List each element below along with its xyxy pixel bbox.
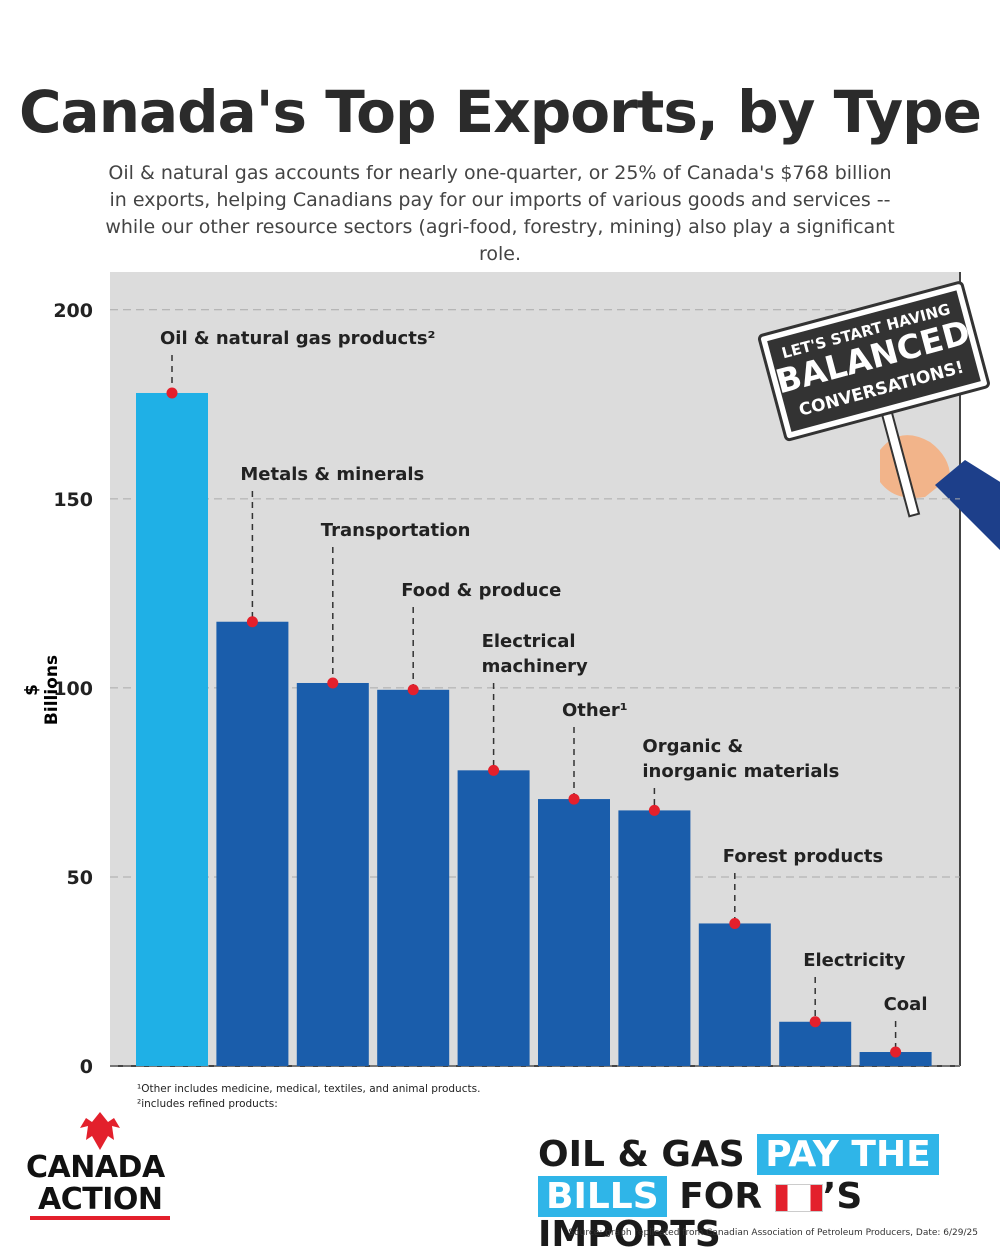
marker [327,677,339,689]
maple-leaf [80,1112,120,1150]
leaf [80,1112,120,1150]
flag [774,1184,823,1212]
marker [407,684,419,696]
tagline: OIL & GAS [538,1134,745,1175]
sleeve [935,460,1000,550]
y-axis-label: $ Billions [22,654,62,726]
footnote: ²includes refined products: [137,1098,278,1110]
marker [568,793,580,805]
bar [136,392,208,1066]
category-label: Electricity [803,950,906,971]
bar [296,682,369,1066]
sign: LET'S START HAVING BALANCED CONVERSATION… [757,281,990,518]
category-label: Coal [883,994,928,1015]
marker [890,1046,902,1058]
bar [859,1052,932,1066]
footnote: ¹Other includes medicine, medical, texti… [137,1083,481,1095]
category-label: Other¹ [562,700,628,721]
marker [246,616,258,628]
category-label: Oil & natural gas products² [160,328,436,349]
bar [457,770,530,1066]
sign-inner [767,290,981,432]
category-label: Food & produce [401,580,562,601]
marker [729,917,741,929]
category-label: Electrical machinery [481,631,588,677]
bar [618,810,691,1066]
category-label: Forest products [722,846,884,867]
tagline-highlight: PAY THE [757,1134,939,1175]
y-tick-label: 100 [53,678,93,700]
bar [538,799,610,1066]
y-tick-label: 150 [53,489,93,511]
logo-text: CANADA [26,1150,165,1185]
category-label: Organic & inorganic materials [642,736,840,782]
tagline-highlight: BILLS [538,1176,667,1217]
marker [648,804,660,816]
category-label: Transportation [320,520,471,541]
y-tick-label: 200 [53,300,93,322]
marker [488,764,500,776]
category-label: Metals & minerals [240,464,425,485]
subtitle: Oil & natural gas accounts for nearly on… [105,162,895,265]
marker [809,1016,821,1028]
logo-text: ACTION [38,1182,163,1217]
marker [166,387,178,399]
title: Canada's Top Exports, by Type [18,78,982,146]
bar [698,923,771,1066]
y-tick-label: 0 [80,1056,93,1078]
tagline: ’S IMPORTS [538,1176,863,1255]
bar [779,1021,852,1066]
tagline: FOR [679,1176,763,1217]
bar [216,621,289,1066]
y-tick-label: 50 [67,867,93,889]
source: Source: graph replicated from Canadian A… [568,1228,978,1238]
logo-bar [30,1216,170,1220]
bar [377,689,450,1066]
